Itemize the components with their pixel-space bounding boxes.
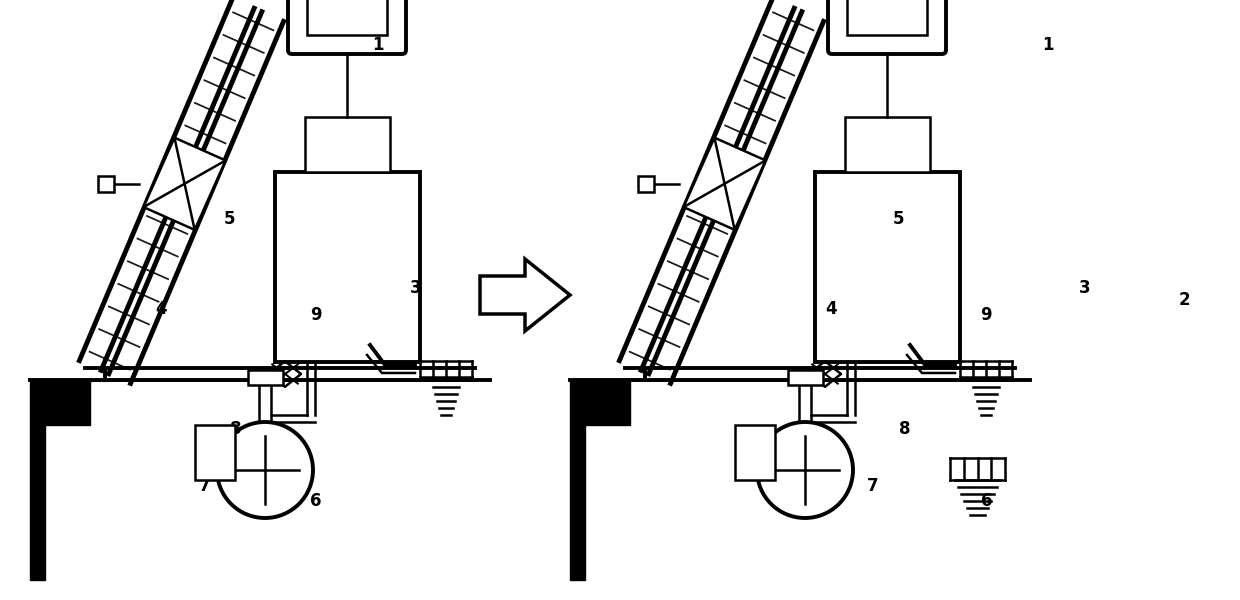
Polygon shape (570, 380, 630, 580)
Text: 7: 7 (867, 477, 879, 495)
Bar (844, 117, 930, 172)
Text: 5: 5 (893, 210, 905, 228)
Text: 1: 1 (1042, 36, 1054, 54)
Text: 9: 9 (310, 306, 322, 324)
Text: 6: 6 (981, 492, 993, 510)
Bar (735, 425, 775, 480)
Bar (815, 172, 960, 362)
Circle shape (217, 422, 312, 518)
Bar (847, 0, 928, 35)
Text: 4: 4 (825, 300, 837, 318)
Text: 9: 9 (980, 306, 992, 324)
Bar (308, 0, 387, 35)
Text: 4: 4 (155, 300, 167, 318)
Circle shape (756, 422, 853, 518)
Text: 2: 2 (508, 291, 521, 309)
Text: 7: 7 (198, 477, 211, 495)
Text: 5: 5 (223, 210, 236, 228)
Bar (787, 370, 823, 385)
Bar (275, 172, 420, 362)
Bar (195, 425, 236, 480)
Text: 8: 8 (899, 420, 911, 438)
Text: 1: 1 (372, 36, 384, 54)
Text: 8: 8 (229, 420, 242, 438)
Bar (637, 176, 653, 192)
Text: 6: 6 (310, 492, 322, 510)
Polygon shape (144, 137, 226, 230)
Bar (305, 117, 391, 172)
FancyBboxPatch shape (288, 0, 405, 54)
Text: 3: 3 (409, 279, 422, 297)
Bar (98, 176, 114, 192)
FancyBboxPatch shape (828, 0, 946, 54)
Text: 3: 3 (1079, 279, 1091, 297)
Polygon shape (30, 380, 91, 580)
Polygon shape (480, 259, 570, 331)
Text: 2: 2 (1178, 291, 1190, 309)
Bar (248, 370, 283, 385)
Polygon shape (683, 137, 765, 230)
